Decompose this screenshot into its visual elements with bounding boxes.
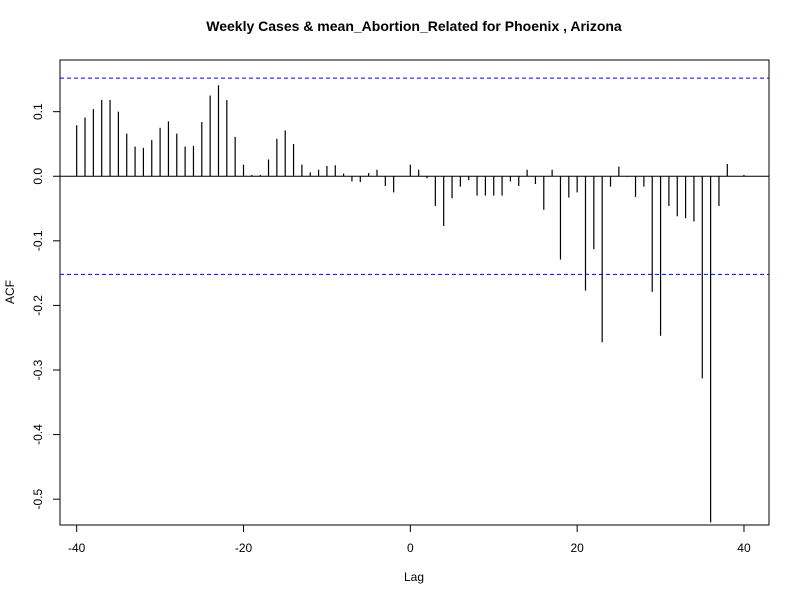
chart-title: Weekly Cases & mean_Abortion_Related for… — [206, 18, 622, 34]
y-tick-label: -0.2 — [31, 295, 45, 316]
y-tick-label: 0.0 — [31, 168, 45, 185]
x-axis-label: Lag — [404, 570, 424, 584]
x-tick-label: -20 — [235, 541, 253, 555]
y-tick-label: -0.5 — [31, 489, 45, 510]
y-tick-label: -0.4 — [31, 424, 45, 445]
y-tick-label: -0.1 — [31, 230, 45, 251]
y-tick-label: -0.3 — [31, 359, 45, 380]
reference-lines — [60, 77, 769, 275]
y-axis-label: ACF — [3, 280, 17, 304]
y-tick-label: 0.1 — [31, 103, 45, 120]
plot-box — [59, 59, 770, 526]
x-tick-label: -40 — [68, 541, 86, 555]
x-axis: -40 -20 0 20 40 — [68, 525, 751, 555]
y-axis: 0.1 0.0 -0.1 -0.2 -0.3 -0.4 -0.5 — [31, 103, 60, 510]
acf-bars — [76, 85, 745, 523]
x-tick-label: 0 — [407, 541, 414, 555]
x-tick-label: 40 — [737, 541, 751, 555]
x-tick-label: 20 — [570, 541, 584, 555]
